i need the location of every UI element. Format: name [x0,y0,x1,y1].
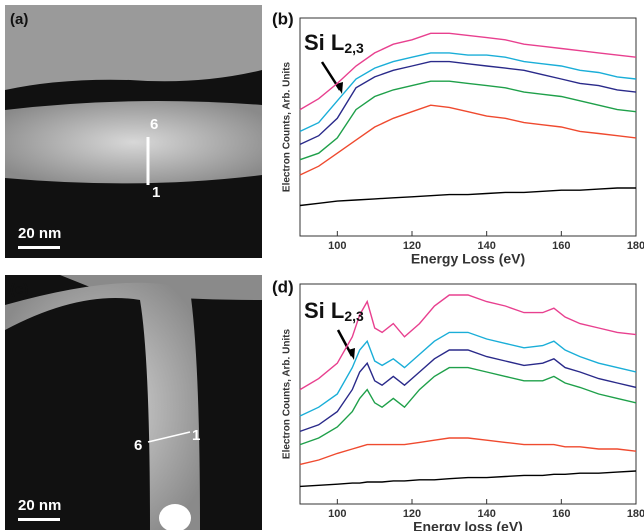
scale-bar-label: 20 nm [18,497,61,514]
y-axis-label: Electron Counts, Arb. Units [282,328,293,459]
x-tick-label: 180 [627,240,644,252]
spectrum-line [300,471,636,486]
micrograph-a: (a) 6 1 20 nm [5,5,262,258]
spectrum-line [300,438,636,464]
panel-label: (a) [10,11,28,28]
figure: (a) 6 1 20 nm (c) 6 1 20 nm 100120140160… [0,0,644,531]
annotation-sub: 2,3 [344,308,364,324]
spectrum-line [300,188,636,206]
marker: 6 [134,437,142,454]
marker: 6 [150,116,158,133]
x-tick-label: 160 [552,508,570,520]
x-axis-label: Energy Loss (eV) [411,251,525,267]
annotation-sub: 2,3 [344,40,364,56]
spectrum-line [300,105,636,175]
spectrum-line [300,350,636,431]
spectrum-line [300,53,636,131]
x-tick-label: 100 [328,240,346,252]
x-tick-label: 160 [552,240,570,252]
y-axis-label: Electron Counts, Arb. Units [282,61,293,192]
annotation-main: Si L [304,30,344,55]
spectrum-line [300,81,636,160]
panel-label: (d) [272,277,294,296]
annotation: Si L2,3 [304,30,364,56]
spectrum-line [300,368,636,445]
scale-bar-label: 20 nm [18,225,61,242]
panel-label: (b) [272,9,294,28]
marker: 1 [152,184,160,201]
annotation-main: Si L [304,298,344,323]
x-tick-label: 180 [627,508,644,520]
panel-label: (c) [10,281,28,298]
annotation: Si L2,3 [304,298,364,324]
arrow-head [348,348,355,360]
marker: 1 [192,427,200,444]
micrograph-c: (c) 6 1 20 nm [5,275,262,531]
x-tick-label: 100 [328,508,346,520]
x-axis-label: Energy loss (eV) [413,519,523,531]
